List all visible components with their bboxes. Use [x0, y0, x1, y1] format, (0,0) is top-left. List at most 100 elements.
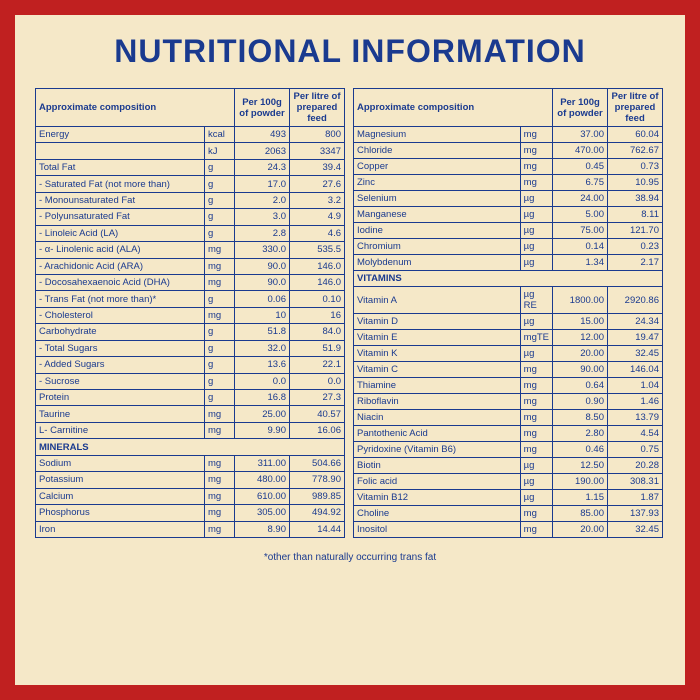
nutrient-per-100g: 2.80 [553, 426, 608, 442]
nutrient-per-litre: 0.23 [608, 239, 663, 255]
nutrient-per-litre: 308.31 [608, 474, 663, 490]
nutrient-per-100g: 20.00 [553, 346, 608, 362]
nutrient-name: Molybdenum [354, 255, 521, 271]
nutrient-per-100g: 480.00 [235, 472, 290, 488]
nutrient-unit: mg [520, 426, 552, 442]
nutrient-unit: mg [205, 406, 235, 422]
nutrient-per-100g: 493 [235, 127, 290, 143]
nutrient-per-litre: 1.04 [608, 378, 663, 394]
nutrient-unit: mg [520, 522, 552, 538]
nutrient-per-litre: 2920.86 [608, 287, 663, 314]
nutrient-name: Chloride [354, 143, 521, 159]
table-row: Seleniumµg24.0038.94 [354, 191, 663, 207]
table-row: Energykcal493800 [36, 127, 345, 143]
nutrient-per-100g: 2063 [235, 143, 290, 159]
nutrient-per-litre: 4.54 [608, 426, 663, 442]
nutrient-name: Vitamin D [354, 314, 521, 330]
nutrient-per-100g: 90.0 [235, 274, 290, 290]
nutrient-per-litre: 51.9 [290, 340, 345, 356]
nutrient-per-litre: 146.04 [608, 362, 663, 378]
nutrient-per-litre: 27.3 [290, 390, 345, 406]
nutrient-per-100g: 0.06 [235, 291, 290, 307]
nutrient-per-100g: 16.8 [235, 390, 290, 406]
nutrient-per-100g: 0.90 [553, 394, 608, 410]
nutrient-name: Carbohydrate [36, 324, 205, 340]
nutrient-per-100g: 610.00 [235, 488, 290, 504]
nutrient-unit: mg [520, 442, 552, 458]
table-row: Coppermg0.450.73 [354, 159, 663, 175]
nutrient-per-100g: 51.8 [235, 324, 290, 340]
nutrient-name: - Cholesterol [36, 307, 205, 323]
nutrient-unit: µg [520, 223, 552, 239]
nutrient-per-litre: 989.85 [290, 488, 345, 504]
nutrient-name: - Polyunsaturated Fat [36, 209, 205, 225]
nutrient-per-litre: 60.04 [608, 127, 663, 143]
nutrient-unit: µg [520, 255, 552, 271]
nutrient-per-litre: 778.90 [290, 472, 345, 488]
nutrient-name: - Total Sugars [36, 340, 205, 356]
nutrient-per-100g: 17.0 [235, 176, 290, 192]
nutrient-unit: mg [205, 472, 235, 488]
nutrient-per-litre: 121.70 [608, 223, 663, 239]
table-row: Chromiumµg0.140.23 [354, 239, 663, 255]
nutrient-name: - Monounsaturated Fat [36, 192, 205, 208]
nutrient-unit: g [205, 291, 235, 307]
nutrient-name: Selenium [354, 191, 521, 207]
table-row: kJ20633347 [36, 143, 345, 159]
nutrient-per-litre: 137.93 [608, 506, 663, 522]
nutrient-name: Inositol [354, 522, 521, 538]
nutrient-name: Vitamin E [354, 330, 521, 346]
table-row: Niacinmg8.5013.79 [354, 410, 663, 426]
nutrient-unit: mg [205, 521, 235, 538]
nutrient-per-100g: 12.50 [553, 458, 608, 474]
nutrient-unit: µg RE [520, 287, 552, 314]
table-row: - Total Sugarsg32.051.9 [36, 340, 345, 356]
col-per-100g: Per 100g of powder [235, 89, 290, 127]
table-row: VITAMINS [354, 271, 663, 287]
nutrient-per-litre: 800 [290, 127, 345, 143]
nutrient-unit: µg [520, 346, 552, 362]
nutrient-unit: g [205, 373, 235, 389]
nutrient-per-litre: 40.57 [290, 406, 345, 422]
nutrient-name: Pyridoxine (Vitamin B6) [354, 442, 521, 458]
nutrient-per-litre: 14.44 [290, 521, 345, 538]
nutrient-per-100g: 305.00 [235, 505, 290, 521]
table-row: Vitamin B12µg1.151.87 [354, 490, 663, 506]
table-row: Total Fatg24.339.4 [36, 159, 345, 175]
nutrient-unit: mg [520, 410, 552, 426]
nutrient-per-100g: 1800.00 [553, 287, 608, 314]
nutrient-per-100g: 20.00 [553, 522, 608, 538]
table-row: Riboflavinmg0.901.46 [354, 394, 663, 410]
table-row: Pyridoxine (Vitamin B6)mg0.460.75 [354, 442, 663, 458]
nutrient-unit: µg [520, 207, 552, 223]
nutrient-per-100g: 2.0 [235, 192, 290, 208]
nutrient-name: Phosphorus [36, 505, 205, 521]
nutrient-unit: kcal [205, 127, 235, 143]
nutrient-unit: mg [520, 127, 552, 143]
nutrient-unit: g [205, 340, 235, 356]
nutrient-per-100g: 32.0 [235, 340, 290, 356]
nutrient-unit: mg [520, 362, 552, 378]
table-row: Vitamin Dµg15.0024.34 [354, 314, 663, 330]
table-row: - Arachidonic Acid (ARA)mg90.0146.0 [36, 258, 345, 274]
nutrient-per-100g: 25.00 [235, 406, 290, 422]
table-row: MINERALS [36, 439, 345, 455]
nutrient-name: Chromium [354, 239, 521, 255]
nutrient-name: - Docosahexaenoic Acid (DHA) [36, 274, 205, 290]
nutrient-unit: mg [520, 159, 552, 175]
nutrient-unit: mg [205, 242, 235, 258]
nutrient-name: Vitamin B12 [354, 490, 521, 506]
nutrient-per-100g: 0.45 [553, 159, 608, 175]
nutrient-name: - Linoleic Acid (LA) [36, 225, 205, 241]
table-row: Biotinµg12.5020.28 [354, 458, 663, 474]
nutrient-unit: mg [520, 175, 552, 191]
nutrient-per-litre: 146.0 [290, 274, 345, 290]
nutrient-per-100g: 85.00 [553, 506, 608, 522]
nutrient-per-100g: 75.00 [553, 223, 608, 239]
nutrient-per-litre: 16 [290, 307, 345, 323]
nutrient-name: Energy [36, 127, 205, 143]
nutrient-unit: g [205, 324, 235, 340]
nutrient-unit: mg [205, 307, 235, 323]
nutrient-per-100g: 8.50 [553, 410, 608, 426]
nutrient-unit: g [205, 390, 235, 406]
